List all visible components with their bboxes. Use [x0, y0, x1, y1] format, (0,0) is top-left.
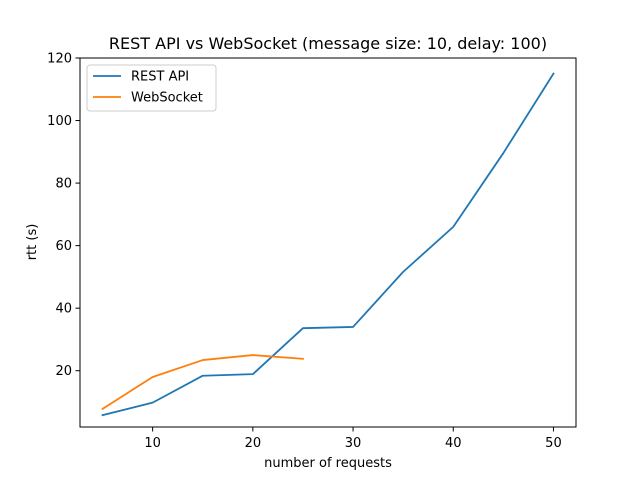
y-tick-label: 40 [55, 302, 72, 317]
y-tick-label: 120 [47, 52, 72, 67]
legend: REST API WebSocket [86, 64, 217, 112]
legend-label: REST API [131, 70, 189, 85]
x-tick-label: 50 [545, 436, 562, 451]
x-axis-label: number of requests [264, 456, 392, 471]
y-tick-label: 60 [55, 239, 72, 254]
series-line-websocket [101, 354, 304, 411]
plot-lines [101, 72, 555, 417]
legend-label: WebSocket [131, 91, 203, 106]
chart-title: REST API vs WebSocket (message size: 10,… [109, 34, 547, 53]
plot-frame [79, 57, 577, 428]
x-tick-label: 10 [144, 436, 161, 451]
y-axis-label: rtt (s) [25, 224, 40, 261]
series-line-rest-api [101, 72, 555, 417]
x-tick-label: 20 [245, 436, 262, 451]
y-tick-label: 100 [47, 114, 72, 129]
y-tick-label: 20 [55, 364, 72, 379]
y-tick-label: 80 [55, 177, 72, 192]
y-ticks: 20 40 60 80 100 120 [47, 52, 80, 379]
x-ticks: 10 20 30 40 50 [144, 427, 562, 451]
x-tick-label: 40 [445, 436, 462, 451]
x-tick-label: 30 [345, 436, 362, 451]
